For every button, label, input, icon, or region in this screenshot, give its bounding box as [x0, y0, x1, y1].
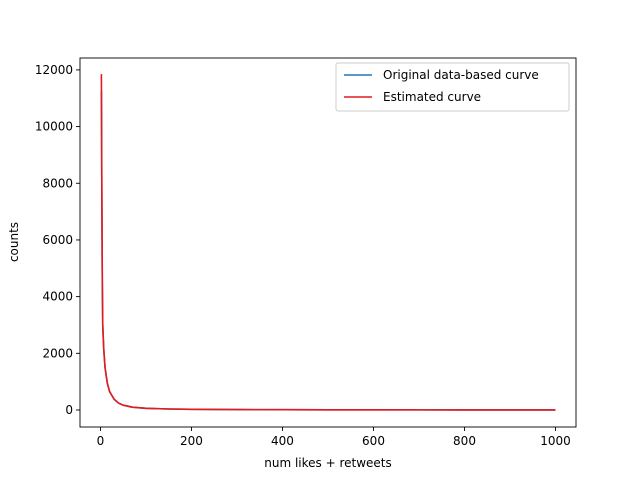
legend-box — [335, 62, 570, 112]
x-tick-label: 0 — [97, 434, 105, 448]
y-tick-label: 4000 — [42, 290, 73, 304]
series-layer — [100, 74, 556, 411]
x-axis-label: num likes + retweets — [264, 456, 392, 470]
x-tick-label: 400 — [271, 434, 294, 448]
x-tick-label: 600 — [362, 434, 385, 448]
x-tick-label: 800 — [453, 434, 476, 448]
axes-layer: 0 200 400 600 800 100002000400060008000100001… — [35, 57, 577, 448]
legend: Original data-based curve Estimated curve — [335, 62, 570, 112]
y-tick-label: 8000 — [42, 176, 73, 190]
legend-label-1: Original data-based curve — [383, 68, 539, 82]
y-tick-label: 6000 — [42, 233, 73, 247]
legend-label-2: Estimated curve — [383, 90, 481, 104]
y-tick-label: 10000 — [35, 120, 73, 134]
x-tick-label: 1000 — [540, 434, 571, 448]
axes-frame — [79, 57, 577, 428]
y-axis-label: counts — [7, 222, 21, 262]
y-tick-label: 12000 — [35, 63, 73, 77]
y-tick-label: 2000 — [42, 346, 73, 360]
x-tick-label: 200 — [180, 434, 203, 448]
y-tick-label: 0 — [65, 403, 73, 417]
series-line-2 — [100, 74, 556, 411]
